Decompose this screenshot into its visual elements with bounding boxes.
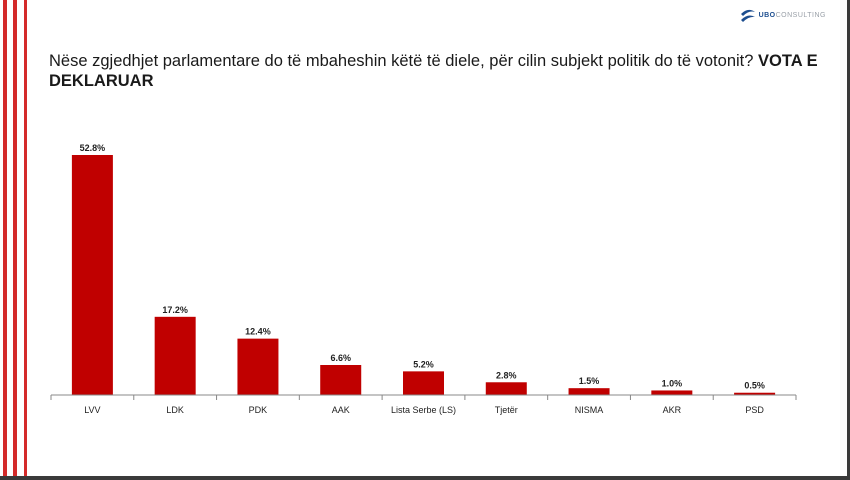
data-label-nisma: 1.5%	[579, 376, 600, 386]
data-label-lista-serbe-ls: 5.2%	[413, 359, 434, 369]
logo-text: UBOCONSULTING	[759, 12, 826, 19]
frame-right-edge	[847, 0, 850, 480]
logo-mark-icon	[740, 9, 755, 22]
bar-ldk	[154, 316, 196, 395]
data-label-akr: 1.0%	[662, 378, 683, 388]
data-label-pdk: 12.4%	[245, 327, 271, 337]
left-accent-stripe-1	[3, 0, 7, 480]
tick-label-pdk: PDK	[249, 405, 268, 415]
frame-bottom-edge	[0, 476, 850, 480]
bar-pdk	[237, 338, 279, 395]
tick-label-aak: AAK	[332, 405, 350, 415]
tick-label-lvv: LVV	[84, 405, 100, 415]
tick-label-akr: AKR	[663, 405, 682, 415]
logo-text-rest: CONSULTING	[775, 11, 826, 19]
tick-label-tjet-r: Tjetër	[495, 405, 518, 415]
tick-label-psd: PSD	[745, 405, 764, 415]
left-accent-stripe-3	[24, 0, 27, 480]
data-label-aak: 6.6%	[330, 353, 351, 363]
logo-text-strong: UBO	[758, 11, 776, 19]
data-label-lvv: 52.8%	[80, 143, 106, 153]
bar-psd	[734, 392, 776, 395]
data-label-ldk: 17.2%	[162, 305, 188, 315]
tick-label-nisma: NISMA	[575, 405, 604, 415]
ubo-consulting-logo: UBOCONSULTING	[740, 8, 826, 22]
bar-lvv	[71, 155, 113, 395]
bar-aak	[320, 365, 362, 395]
question-emphasis: VOTA E DEKLARUAR	[49, 52, 818, 90]
bar-tjet-r	[485, 382, 527, 395]
survey-question: Nëse zgjedhjet parlamentare do të mbahes…	[49, 51, 819, 91]
bar-lista-serbe-ls	[403, 371, 444, 395]
tick-label-lista-serbe-ls: Lista Serbe (LS)	[391, 405, 456, 415]
tick-label-ldk: LDK	[166, 405, 184, 415]
data-label-tjet-r: 2.8%	[496, 370, 517, 380]
left-accent-stripe-2	[13, 0, 17, 480]
bar-akr	[651, 390, 693, 395]
bar-nisma	[568, 388, 610, 395]
data-label-psd: 0.5%	[744, 381, 765, 391]
question-text: Nëse zgjedhjet parlamentare do të mbahes…	[49, 52, 754, 70]
